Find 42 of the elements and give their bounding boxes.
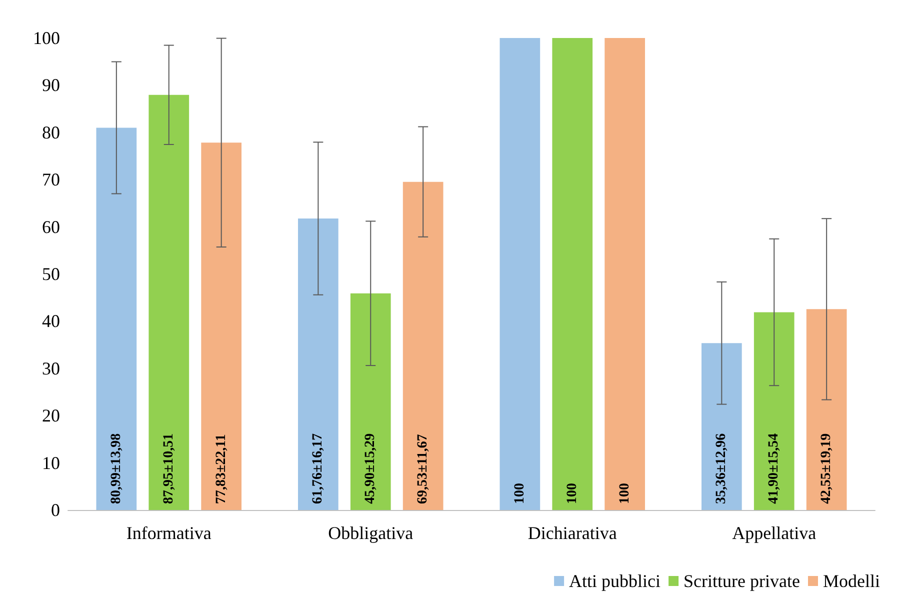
y-tick-label: 40	[42, 311, 60, 332]
data-label: 77,83±22,11	[214, 434, 229, 504]
y-tick-label: 60	[42, 216, 60, 237]
data-label: 100	[564, 483, 580, 504]
x-tick-label: Informativa	[126, 523, 212, 543]
bar	[701, 343, 742, 510]
x-tick-label: Appellativa	[732, 523, 816, 543]
bar	[148, 94, 190, 510]
data-label: 35,36±12,96	[714, 433, 730, 504]
bar	[350, 293, 391, 510]
data-label: 87,95±10,51	[161, 433, 176, 504]
y-tick-label: 80	[42, 122, 60, 142]
data-label: 61,76±16,17	[310, 433, 326, 504]
y-tick-label: 30	[42, 358, 60, 378]
y-tick-label: 90	[42, 75, 60, 96]
data-label: 69,53±11,67	[416, 434, 431, 504]
bar	[552, 38, 593, 510]
legend-label: Atti pubblici	[569, 571, 661, 591]
y-tick-label: 20	[42, 406, 60, 426]
bar	[402, 182, 444, 510]
data-label: 80,99±13,98	[108, 433, 124, 504]
y-tick-label: 10	[42, 452, 60, 473]
x-tick-label: Obbligativa	[328, 523, 414, 543]
x-tick-label: Dichiarativa	[528, 523, 617, 543]
bar	[298, 218, 338, 510]
data-label: 100	[512, 483, 528, 504]
data-label: 42,55±19,19	[819, 433, 834, 504]
bar	[96, 128, 137, 510]
y-tick-label: 0	[51, 500, 60, 520]
y-tick-label: 70	[42, 170, 60, 190]
legend-label: Modelli	[823, 571, 880, 591]
bar	[604, 38, 646, 510]
bar	[500, 38, 540, 510]
data-label: 41,90±15,54	[766, 433, 782, 504]
bar	[754, 312, 794, 510]
bar	[201, 142, 242, 510]
y-tick-label: 50	[42, 264, 60, 284]
bar	[806, 309, 847, 510]
y-tick-label: 100	[33, 28, 60, 48]
legend-label: Scritture private	[684, 571, 800, 591]
data-label: 100	[617, 483, 632, 504]
data-label: 45,90±15,29	[363, 433, 378, 504]
